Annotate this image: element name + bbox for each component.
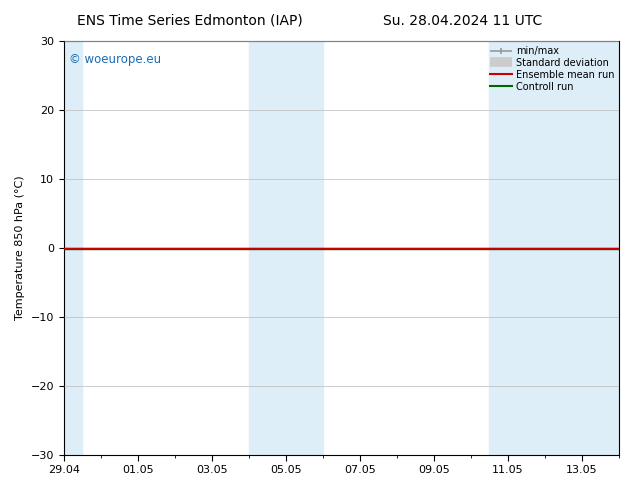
Bar xyxy=(249,41,323,455)
Text: © woeurope.eu: © woeurope.eu xyxy=(69,53,162,67)
Text: Su. 28.04.2024 11 UTC: Su. 28.04.2024 11 UTC xyxy=(383,14,543,28)
Legend: min/max, Standard deviation, Ensemble mean run, Controll run: min/max, Standard deviation, Ensemble me… xyxy=(488,44,616,94)
Bar xyxy=(64,41,82,455)
Text: ENS Time Series Edmonton (IAP): ENS Time Series Edmonton (IAP) xyxy=(77,14,303,28)
Y-axis label: Temperature 850 hPa (°C): Temperature 850 hPa (°C) xyxy=(15,175,25,320)
Bar xyxy=(489,41,619,455)
